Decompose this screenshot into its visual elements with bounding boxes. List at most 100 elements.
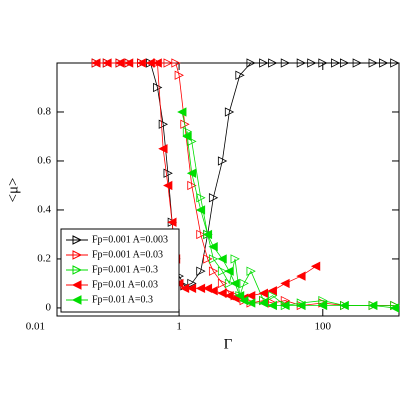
marker xyxy=(317,300,328,311)
marker xyxy=(268,291,278,301)
marker xyxy=(186,283,197,293)
marker xyxy=(239,278,249,289)
marker xyxy=(196,266,206,276)
marker xyxy=(195,205,206,215)
marker xyxy=(187,180,197,191)
marker xyxy=(182,131,192,142)
marker xyxy=(158,144,168,154)
marker xyxy=(280,58,291,68)
marker xyxy=(174,70,184,80)
legend-label: Fp=0.001 A=0.03 xyxy=(92,249,163,260)
marker xyxy=(379,58,389,68)
marker xyxy=(224,266,234,276)
legend-label: Fp=0.01 A=0.03 xyxy=(92,279,158,290)
legend-marker xyxy=(71,295,82,305)
marker xyxy=(239,295,249,306)
marker xyxy=(267,300,277,311)
marker xyxy=(389,303,400,313)
marker xyxy=(340,58,350,68)
marker xyxy=(208,286,218,296)
marker xyxy=(246,266,256,276)
legend-marker xyxy=(72,235,83,245)
marker xyxy=(296,271,306,281)
marker xyxy=(114,58,125,68)
legend-label: Fp=0.001 A=0.3 xyxy=(92,264,158,275)
legend-label: Fp=0.001 A=0.003 xyxy=(92,234,168,245)
marker xyxy=(217,288,227,298)
marker xyxy=(186,168,197,178)
marker xyxy=(217,254,227,264)
marker xyxy=(208,254,219,264)
y-axis-label: <μ> xyxy=(5,178,21,203)
marker xyxy=(230,254,240,264)
marker xyxy=(196,229,206,240)
marker xyxy=(217,266,228,276)
marker xyxy=(268,58,278,68)
marker xyxy=(152,58,162,68)
marker xyxy=(167,217,177,227)
marker xyxy=(202,229,213,240)
marker xyxy=(310,261,321,271)
marker xyxy=(171,58,181,68)
marker xyxy=(339,300,349,311)
marker xyxy=(235,70,245,80)
marker xyxy=(217,278,228,289)
marker xyxy=(258,298,268,308)
marker xyxy=(136,58,146,68)
x-tick-label: 100 xyxy=(315,321,332,333)
x-tick-label: 0.01 xyxy=(26,321,45,333)
marker xyxy=(280,295,291,306)
legend-marker xyxy=(71,280,82,290)
marker xyxy=(259,58,269,68)
marker xyxy=(368,300,378,311)
marker xyxy=(208,193,219,203)
marker xyxy=(296,300,306,311)
x-tick-label: 1 xyxy=(176,321,182,333)
marker xyxy=(267,286,277,296)
marker xyxy=(246,298,256,308)
legend-marker xyxy=(72,265,83,275)
marker xyxy=(208,242,218,252)
y-tick-label: 0.6 xyxy=(37,154,51,166)
marker xyxy=(224,107,235,117)
marker xyxy=(258,288,268,298)
marker xyxy=(280,278,290,289)
marker xyxy=(153,82,163,93)
marker xyxy=(208,266,219,276)
x-axis-label: Γ xyxy=(224,336,233,352)
marker xyxy=(217,156,228,166)
marker xyxy=(390,58,400,68)
marker xyxy=(163,58,173,68)
marker xyxy=(224,278,235,289)
marker xyxy=(177,107,187,117)
y-tick-label: 0.4 xyxy=(37,203,51,215)
marker xyxy=(307,58,317,68)
marker xyxy=(318,295,328,306)
series-line xyxy=(181,111,395,309)
marker xyxy=(296,58,307,68)
legend-label: Fp=0.01 A=0.3 xyxy=(92,294,153,305)
marker xyxy=(182,126,193,137)
y-tick-label: 0 xyxy=(46,301,52,313)
marker xyxy=(102,58,112,68)
y-tick-label: 0.8 xyxy=(37,106,51,118)
marker xyxy=(246,58,256,68)
marker xyxy=(234,291,245,301)
legend-marker xyxy=(72,250,83,260)
plot-frame xyxy=(56,62,400,317)
marker xyxy=(123,58,134,68)
marker xyxy=(352,58,362,68)
marker xyxy=(158,119,169,129)
marker xyxy=(196,193,206,203)
marker xyxy=(280,300,290,311)
marker xyxy=(246,291,256,301)
y-tick-label: 0.2 xyxy=(37,252,51,264)
marker xyxy=(368,58,378,68)
marker xyxy=(230,278,240,289)
marker xyxy=(91,58,101,68)
marker xyxy=(318,58,328,68)
marker xyxy=(163,168,173,178)
marker xyxy=(331,58,341,68)
